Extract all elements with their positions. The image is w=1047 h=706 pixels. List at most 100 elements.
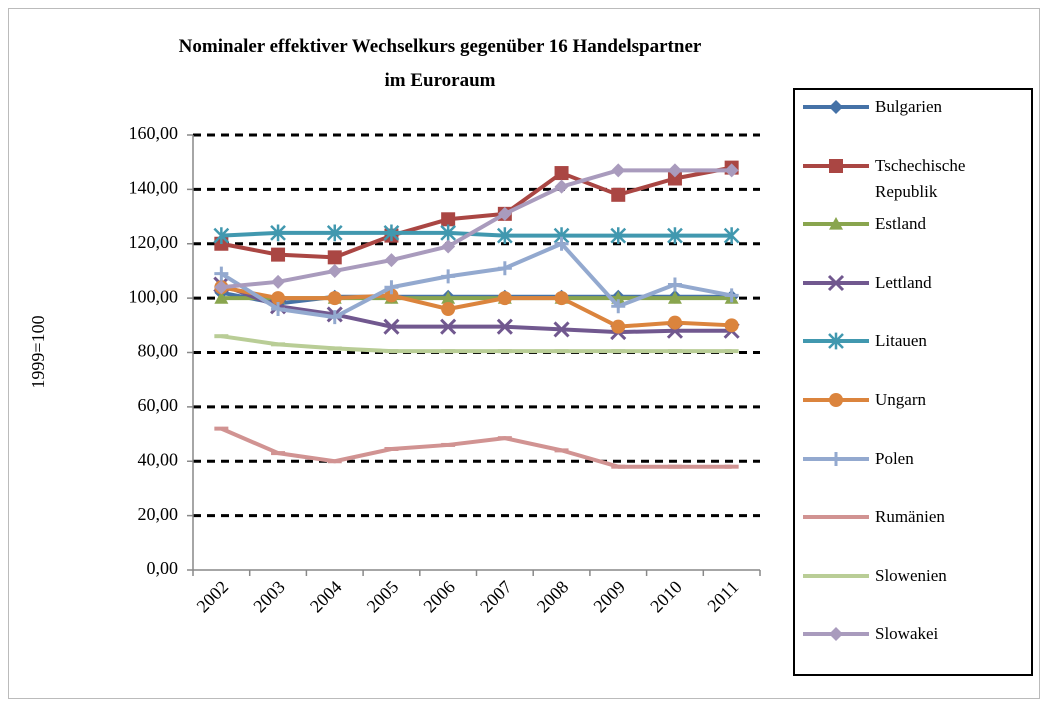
series (214, 280, 739, 334)
marker (829, 158, 843, 173)
marker (611, 187, 626, 202)
marker (327, 250, 342, 265)
marker (554, 236, 569, 251)
series-line (221, 230, 732, 238)
marker (829, 627, 843, 642)
legend-swatch (803, 627, 869, 642)
y-tick-label: 20,00 (138, 504, 179, 524)
marker (667, 227, 683, 244)
series-line (221, 168, 732, 290)
legend-swatch (803, 393, 869, 407)
legend-label: Slowakei (875, 624, 939, 644)
legend-swatch (803, 573, 869, 578)
marker (383, 318, 400, 335)
marker (611, 163, 626, 178)
x-tick-label: 2009 (589, 577, 629, 617)
marker (270, 224, 286, 242)
y-tick-label: 100,00 (129, 286, 179, 306)
legend-label: Ungarn (875, 390, 926, 409)
marker (667, 171, 682, 186)
legend-swatch (803, 332, 869, 350)
marker (441, 302, 456, 316)
marker (384, 280, 399, 295)
legend-entry: Slowenien (801, 563, 1025, 589)
marker (497, 206, 512, 221)
marker (829, 451, 843, 466)
legend-label: Polen (875, 448, 914, 468)
y-tick-label: 80,00 (138, 341, 179, 361)
marker (384, 288, 399, 303)
y-axis-label: 1999=100 (28, 315, 48, 388)
y-tick-label: 60,00 (138, 395, 179, 415)
marker (611, 299, 626, 314)
marker (554, 291, 569, 306)
marker (827, 274, 845, 291)
series-line (220, 285, 732, 329)
marker (829, 100, 843, 114)
series-line (220, 165, 733, 260)
legend-label: Litauen (875, 331, 927, 351)
x-tick-label: 2011 (703, 577, 742, 616)
marker (441, 291, 456, 304)
marker (326, 224, 343, 242)
marker (214, 266, 229, 281)
marker (271, 274, 286, 289)
marker (441, 239, 456, 254)
series (213, 276, 740, 341)
marker (610, 227, 627, 244)
legend-entry: Rumänien (801, 504, 1025, 530)
legend-swatch (803, 217, 869, 230)
x-tick-label: 2005 (363, 577, 403, 617)
marker (441, 269, 456, 284)
marker (497, 291, 512, 306)
chart-title: Nominaler effektiver Wechselkurs gegenüb… (178, 36, 702, 91)
legend-label: Rumänien (875, 507, 945, 527)
x-tick-label: 2006 (419, 577, 459, 617)
marker (553, 321, 570, 338)
marker (724, 318, 739, 333)
marker (667, 315, 682, 330)
series-line (220, 426, 732, 469)
marker (611, 319, 626, 334)
marker (554, 179, 569, 194)
legend-swatch (803, 274, 869, 291)
legend-entry: Slowakei (801, 621, 1025, 647)
legend: Bulgarien Tschechische Republik Estland Let… (793, 88, 1033, 676)
marker (496, 227, 513, 244)
marker (441, 212, 456, 227)
legend-entry: Ungarn (801, 387, 1025, 413)
marker (214, 291, 229, 304)
series-line (221, 334, 732, 354)
y-tick-label: 140,00 (129, 178, 179, 198)
marker (667, 163, 682, 178)
y-tick-label: 40,00 (138, 449, 179, 469)
y-tick-label: 120,00 (129, 232, 179, 252)
series-line (220, 282, 732, 335)
x-tick-label: 2008 (533, 577, 573, 617)
marker (440, 224, 457, 242)
legend-label: Estland (875, 214, 926, 234)
marker (667, 291, 682, 304)
marker (327, 263, 342, 278)
x-tick-label: 2003 (249, 577, 289, 617)
marker (724, 288, 739, 303)
chart-frame (8, 8, 1040, 699)
legend-entry: Tschechische Republik (801, 153, 1025, 205)
x-tick-label: 2004 (306, 577, 346, 617)
y-tick-label: 160,00 (129, 123, 179, 143)
x-tick-label: 2010 (646, 577, 686, 617)
legend-entry: Estland (801, 211, 1025, 237)
marker (829, 217, 843, 230)
marker (828, 332, 844, 350)
series (214, 426, 739, 469)
marker (384, 253, 399, 268)
marker (383, 224, 400, 242)
marker (724, 163, 739, 178)
legend-entry: Lettland (801, 270, 1025, 296)
series (213, 224, 740, 244)
series (214, 334, 739, 354)
marker (271, 291, 286, 306)
marker (327, 310, 342, 325)
marker (554, 166, 569, 181)
